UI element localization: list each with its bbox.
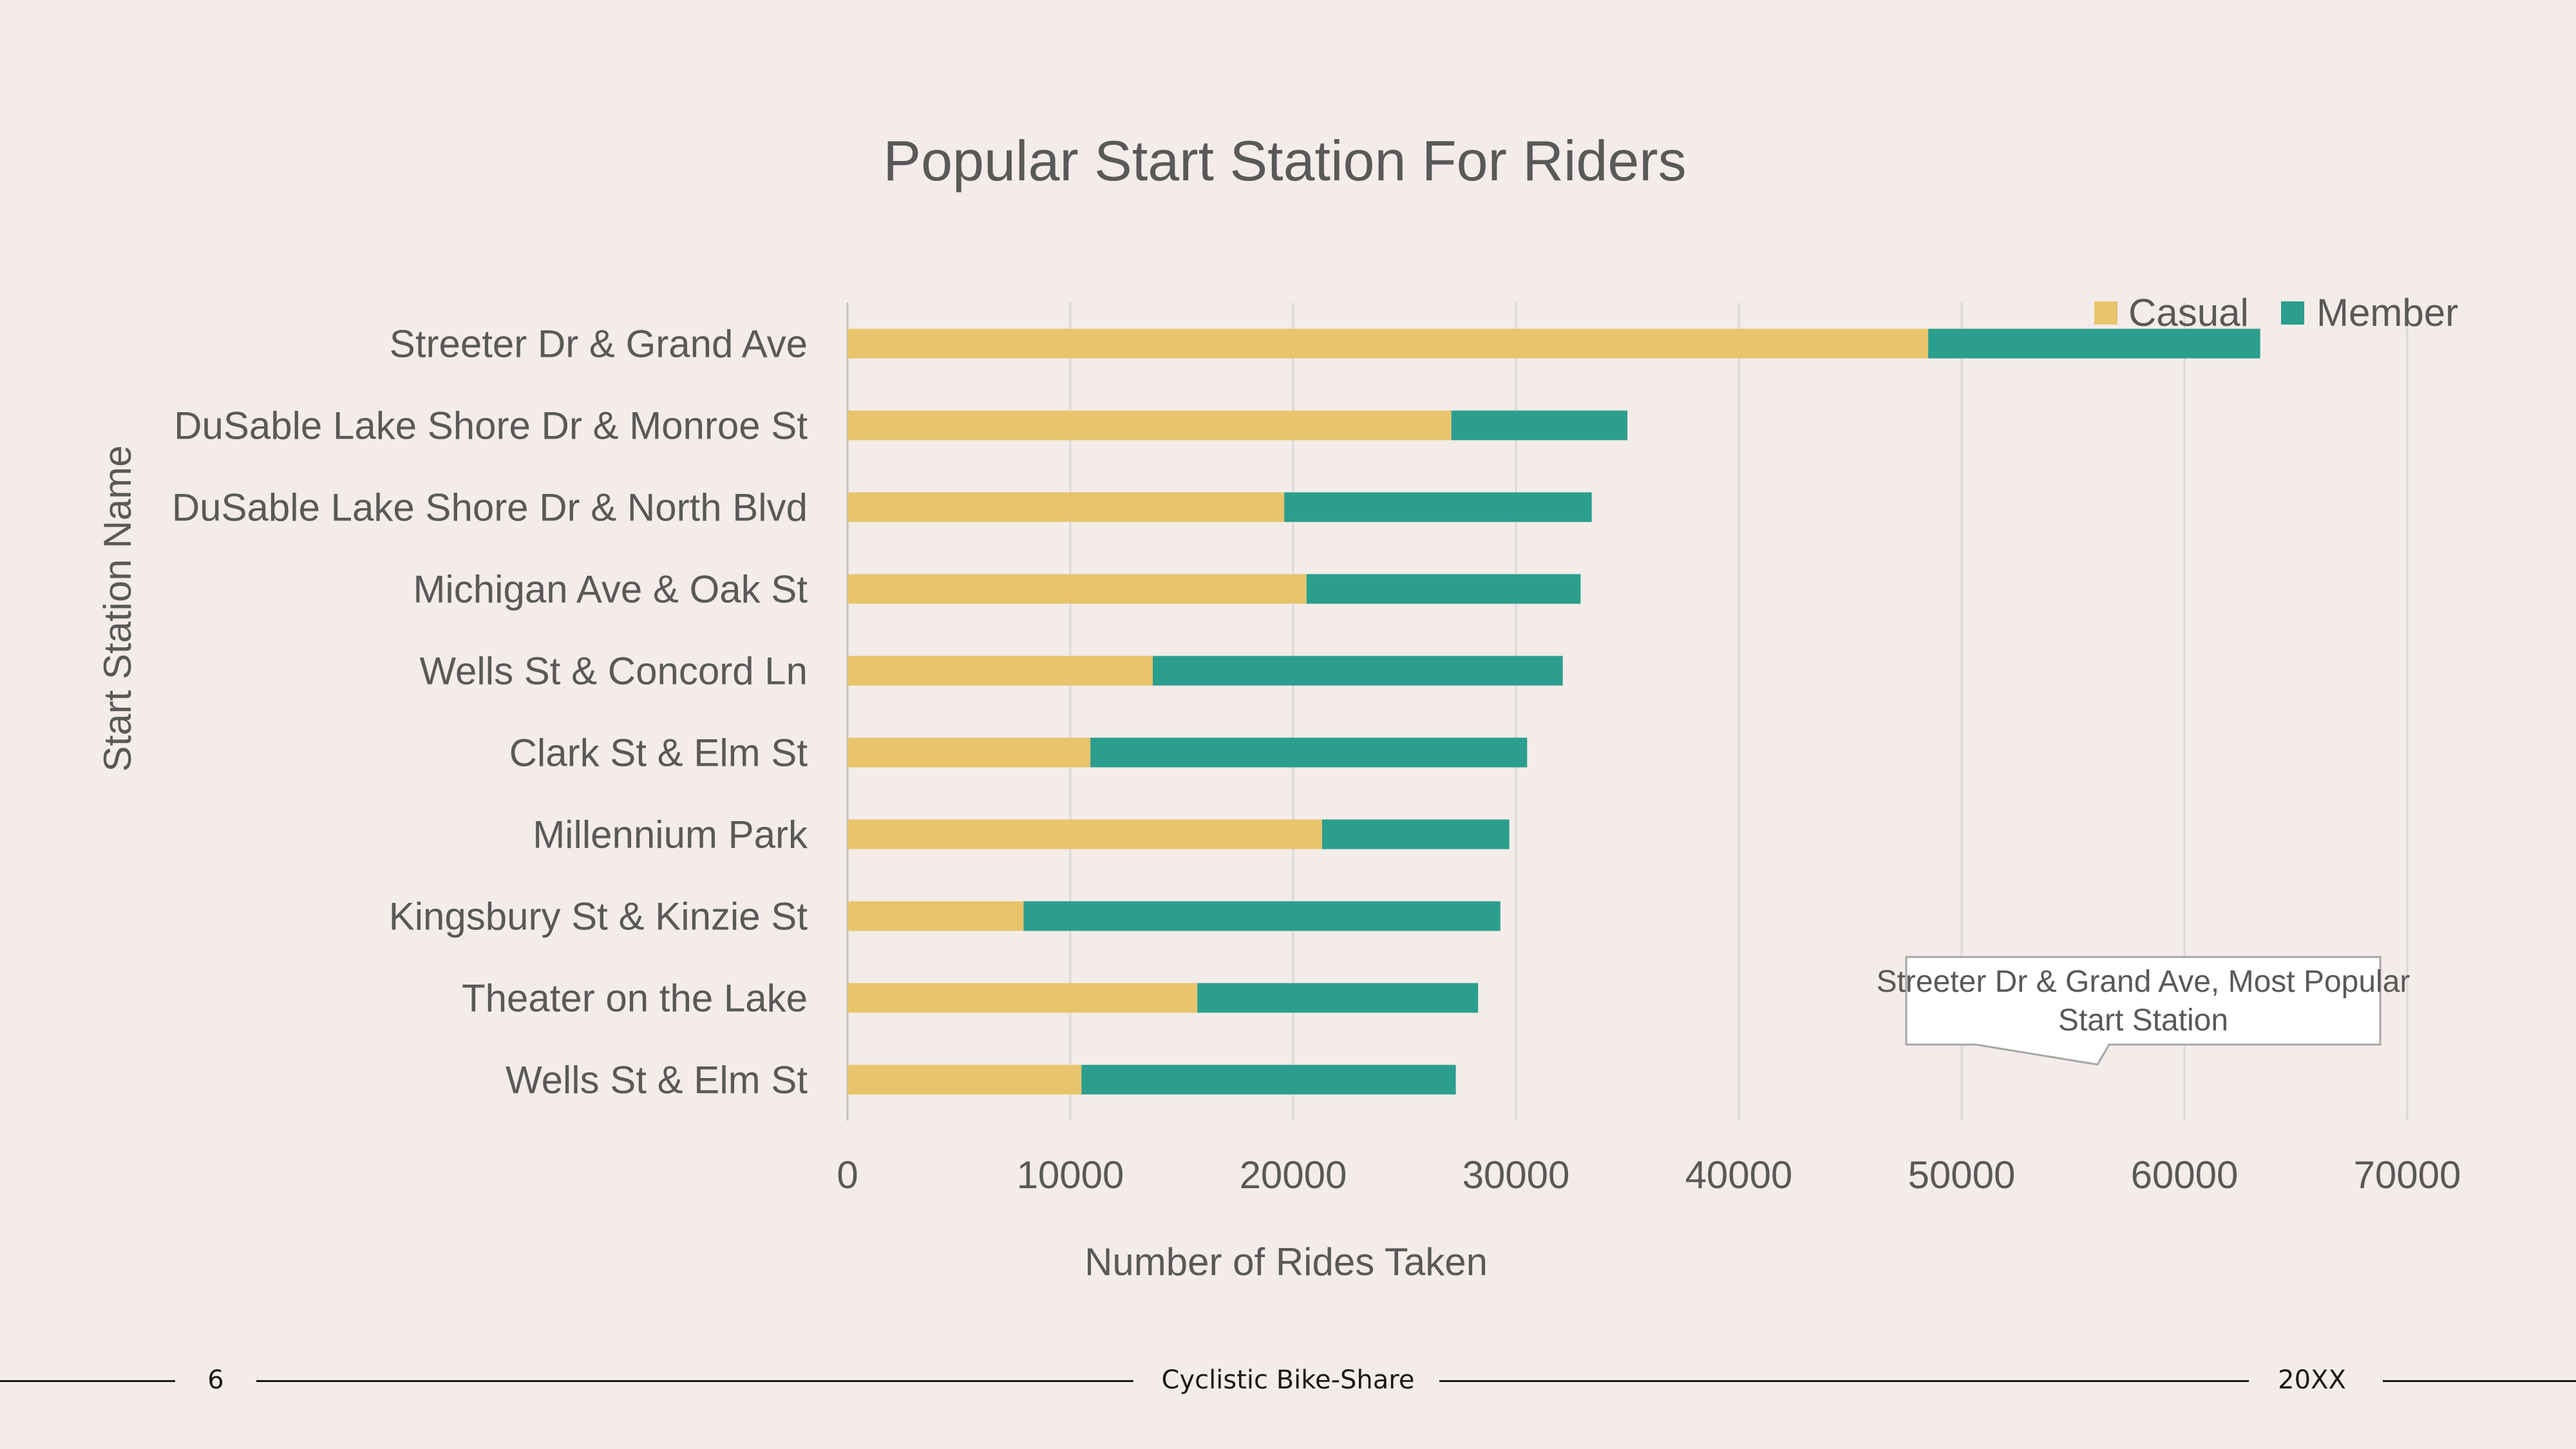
footer-line-mid-right — [1439, 1380, 2249, 1382]
x-tick-label: 10000 — [1017, 1153, 1124, 1197]
bar-casual — [848, 410, 1452, 440]
x-tick-label: 30000 — [1463, 1153, 1570, 1197]
annotation-text: Streeter Dr & Grand Ave, Most Popular — [1877, 965, 2410, 999]
y-tick-label: Kingsbury St & Kinzie St — [389, 895, 808, 938]
bar-member — [1023, 901, 1501, 931]
bar-casual — [848, 737, 1091, 768]
y-tick-label: Wells St & Elm St — [506, 1059, 808, 1102]
x-axis-title: Number of Rides Taken — [1084, 1240, 1488, 1283]
bar-member — [1928, 328, 2260, 359]
footer-line-mid-left — [256, 1380, 1133, 1382]
bar-member — [1197, 983, 1479, 1013]
x-tick-label: 0 — [837, 1153, 858, 1197]
footer-line-left — [0, 1380, 175, 1382]
annotation-callout — [1905, 956, 2382, 1066]
bar-member — [1451, 410, 1627, 440]
y-tick-label: Theater on the Lake — [462, 977, 808, 1020]
y-tick-label: Wells St & Concord Ln — [420, 650, 808, 693]
bar-casual — [848, 1065, 1082, 1095]
bar-member — [1306, 574, 1581, 604]
bar-casual — [848, 574, 1307, 604]
y-tick-label: Clark St & Elm St — [509, 732, 808, 775]
bar-casual — [848, 328, 1929, 359]
y-tick-label: Streeter Dr & Grand Ave — [390, 323, 808, 366]
bar-member — [1153, 656, 1563, 686]
footer-center-text: Cyclistic Bike-Share — [1161, 1365, 1415, 1395]
footer-line-right — [2383, 1380, 2576, 1382]
chart-title: Popular Start Station For Riders — [883, 129, 1686, 193]
y-tick-label: Millennium Park — [533, 813, 808, 857]
bar-casual — [848, 901, 1024, 931]
y-tick-label: Michigan Ave & Oak St — [413, 568, 808, 611]
bar-member — [1284, 492, 1592, 522]
x-tick-label: 60000 — [2131, 1153, 2239, 1197]
bar-casual — [848, 492, 1285, 522]
bar-casual — [848, 983, 1198, 1013]
footer-date: 20XX — [2278, 1365, 2346, 1395]
y-axis-title: Start Station Name — [96, 446, 139, 772]
page-number: 6 — [207, 1365, 224, 1395]
y-tick-label: DuSable Lake Shore Dr & North Blvd — [172, 486, 808, 529]
x-tick-label: 40000 — [1685, 1153, 1793, 1197]
x-tick-label: 50000 — [1908, 1153, 2016, 1197]
x-tick-label: 20000 — [1240, 1153, 1347, 1197]
legend-label-casual: Casual — [2128, 291, 2249, 334]
bar-member — [1321, 819, 1510, 849]
legend-swatch-casual — [2094, 301, 2117, 325]
y-tick-label: DuSable Lake Shore Dr & Monroe St — [174, 404, 808, 448]
legend-label-member: Member — [2316, 291, 2458, 334]
legend-swatch-member — [2281, 301, 2304, 325]
bar-member — [1081, 1065, 1456, 1095]
bar-casual — [848, 819, 1322, 849]
bar-member — [1090, 737, 1528, 768]
x-tick-label: 70000 — [2354, 1153, 2461, 1197]
bar-casual — [848, 656, 1153, 686]
annotation-text: Start Station — [2058, 1003, 2228, 1037]
